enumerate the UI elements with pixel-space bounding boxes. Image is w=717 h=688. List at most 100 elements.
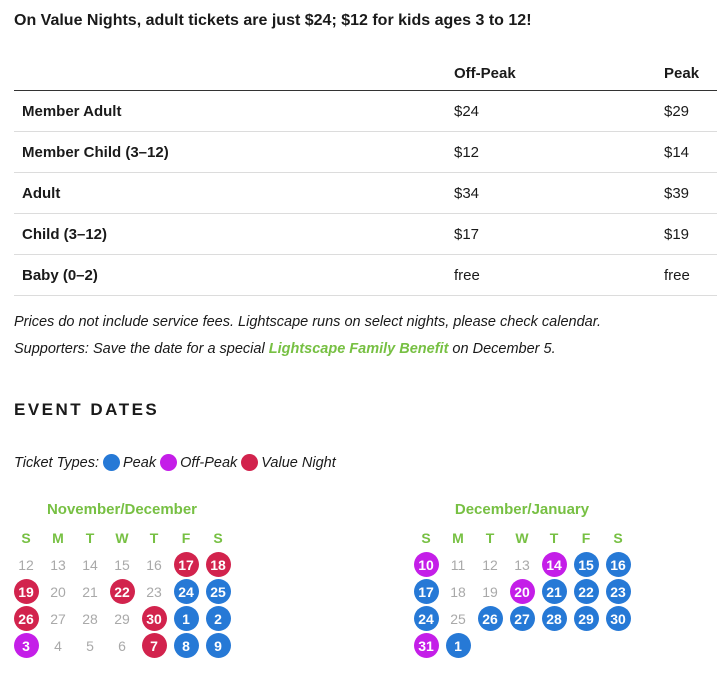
- calendar-day-peak[interactable]: 28: [538, 606, 570, 631]
- day-number: 12: [18, 556, 34, 573]
- calendar-day-unavailable: 29: [106, 606, 138, 631]
- peak-price: $29: [664, 90, 717, 132]
- family-benefit-link[interactable]: Lightscape Family Benefit: [268, 341, 449, 357]
- day-number: 25: [205, 579, 231, 604]
- calendar-day-peak[interactable]: 21: [538, 579, 570, 604]
- calendar-week: 12 13 14 15 16 17 18: [10, 551, 234, 578]
- calendar-day-peak[interactable]: 17: [410, 579, 442, 604]
- weekday-label: F: [181, 530, 191, 546]
- calendar-day-value[interactable]: 22: [106, 579, 138, 604]
- value-night-dot-icon: [241, 454, 259, 471]
- weekday-label: T: [549, 530, 559, 546]
- ticket-type-label: Baby (0–2): [14, 254, 454, 296]
- supporters-note: Supporters: Save the date for a special …: [14, 341, 556, 357]
- calendar-day-peak[interactable]: 15: [570, 552, 602, 577]
- calendar-day-value[interactable]: 26: [10, 606, 42, 631]
- calendar-day-unavailable: 12: [10, 552, 42, 577]
- calendar-day-peak[interactable]: 22: [570, 579, 602, 604]
- calendar-day-peak[interactable]: 24: [410, 606, 442, 631]
- calendar-day-peak[interactable]: 8: [170, 633, 202, 658]
- calendar-week: 26 27 28 29 30 1 2: [10, 605, 234, 632]
- offpeak-price: $34: [454, 172, 664, 214]
- calendar-day-peak[interactable]: 16: [602, 552, 634, 577]
- table-row: Member Child (3–12) $12 $14: [14, 131, 717, 173]
- calendar-day-offpeak[interactable]: 14: [538, 552, 570, 577]
- calendar-day-peak[interactable]: 30: [602, 606, 634, 631]
- weekday-label: S: [421, 530, 431, 546]
- calendar-day-unavailable: 6: [106, 633, 138, 658]
- day-number: 15: [114, 556, 130, 573]
- day-number: 21: [541, 579, 567, 604]
- day-number: 6: [118, 637, 126, 654]
- calendar-day-peak[interactable]: 27: [506, 606, 538, 631]
- calendar-day-offpeak[interactable]: 20: [506, 579, 538, 604]
- calendar-day-value[interactable]: 30: [138, 606, 170, 631]
- legend-value-night-label: Value Night: [261, 454, 336, 471]
- calendar-day-unavailable: 27: [42, 606, 74, 631]
- calendar-day-peak[interactable]: 29: [570, 606, 602, 631]
- calendar-day-peak[interactable]: 9: [202, 633, 234, 658]
- calendar-day-offpeak[interactable]: 3: [10, 633, 42, 658]
- calendar-day-offpeak[interactable]: 10: [410, 552, 442, 577]
- day-number: 19: [13, 579, 39, 604]
- peak-price: free: [664, 254, 717, 296]
- day-number: 17: [173, 552, 199, 577]
- weekday-label: S: [21, 530, 31, 546]
- weekday-label: T: [485, 530, 495, 546]
- ticket-type-label: Member Child (3–12): [14, 131, 454, 173]
- calendar-day-unavailable: 21: [74, 579, 106, 604]
- weekday-label: S: [613, 530, 623, 546]
- supporters-note-prefix: Supporters: Save the date for a special: [14, 341, 269, 357]
- calendar-day-peak[interactable]: 23: [602, 579, 634, 604]
- peak-dot-icon: [103, 454, 121, 471]
- table-row: Member Adult $24 $29: [14, 90, 717, 132]
- pricing-header-blank: [14, 56, 454, 91]
- calendar-day-unavailable: 25: [442, 606, 474, 631]
- peak-price: $39: [664, 172, 717, 214]
- day-number: 29: [114, 610, 130, 627]
- calendar-day-unavailable: 12: [474, 552, 506, 577]
- day-number: 13: [514, 556, 530, 573]
- calendar-day-peak[interactable]: 24: [170, 579, 202, 604]
- legend-offpeak-label: Off-Peak: [180, 454, 238, 471]
- calendar-day-offpeak[interactable]: 31: [410, 633, 442, 658]
- calendar-day-value[interactable]: 19: [10, 579, 42, 604]
- calendar-week: 24 25 26 27 28 29 30: [410, 605, 634, 632]
- offpeak-price: $17: [454, 213, 664, 255]
- calendar-week: 31 1: [410, 632, 634, 659]
- day-number: 29: [573, 606, 599, 631]
- day-number: 22: [109, 579, 135, 604]
- calendar-day-value[interactable]: 18: [202, 552, 234, 577]
- service-fee-note: Prices do not include service fees. Ligh…: [14, 314, 602, 330]
- day-number: 17: [413, 579, 439, 604]
- calendar-day-peak[interactable]: 26: [474, 606, 506, 631]
- day-number: 27: [50, 610, 66, 627]
- calendar-day-value[interactable]: 7: [138, 633, 170, 658]
- day-number: 30: [141, 606, 167, 631]
- day-number: 27: [509, 606, 535, 631]
- calendar-title: November/December: [46, 501, 198, 518]
- calendar-day-unavailable: 19: [474, 579, 506, 604]
- day-number: 22: [573, 579, 599, 604]
- calendar-day-peak[interactable]: 2: [202, 606, 234, 631]
- day-number: 16: [146, 556, 162, 573]
- calendar-week: 19 20 21 22 23 24 25: [10, 578, 234, 605]
- day-number: 4: [54, 637, 62, 654]
- day-number: 14: [541, 552, 567, 577]
- calendar-day-peak[interactable]: 25: [202, 579, 234, 604]
- calendar-day-peak[interactable]: 1: [442, 633, 474, 658]
- day-number: 24: [413, 606, 439, 631]
- weekday-label: W: [515, 530, 529, 546]
- calendar-day-unavailable: 15: [106, 552, 138, 577]
- table-row: Child (3–12) $17 $19: [14, 213, 717, 255]
- day-number: 15: [573, 552, 599, 577]
- calendar-day-value[interactable]: 17: [170, 552, 202, 577]
- calendar-day-unavailable: 18: [442, 579, 474, 604]
- calendar-day-peak[interactable]: 1: [170, 606, 202, 631]
- weekday-label: M: [452, 530, 464, 546]
- day-number: 24: [173, 579, 199, 604]
- day-number: 8: [173, 633, 199, 658]
